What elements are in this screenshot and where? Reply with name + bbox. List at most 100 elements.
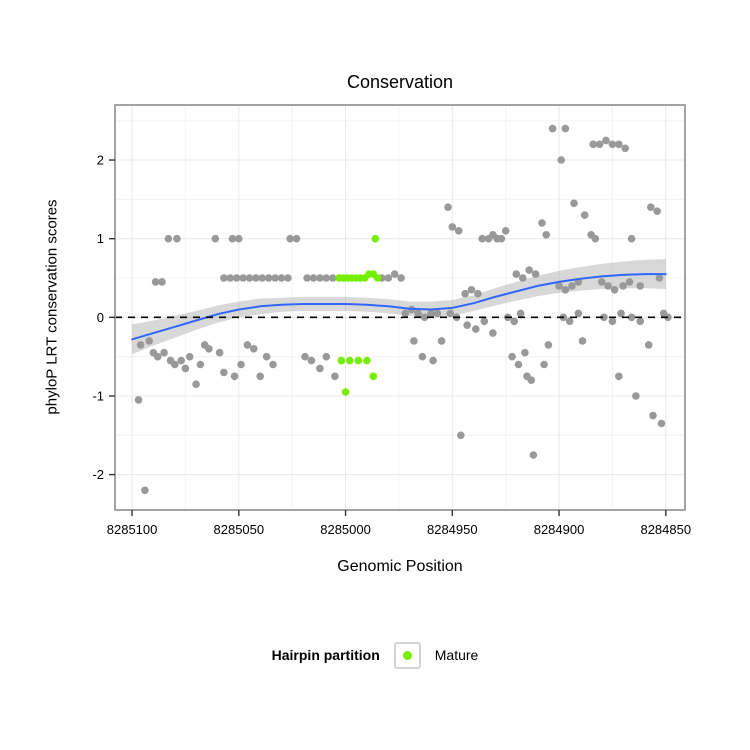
data-point-other xyxy=(262,352,271,361)
data-point-other xyxy=(625,278,634,286)
data-point-other xyxy=(540,360,548,369)
data-point-other xyxy=(489,329,497,337)
data-point-other xyxy=(649,411,657,420)
data-point-other xyxy=(220,368,228,377)
data-point-mature xyxy=(371,234,380,243)
data-point-other xyxy=(597,278,606,286)
mature-point-icon xyxy=(402,650,412,660)
smooth-line xyxy=(131,273,667,341)
data-point-other xyxy=(446,309,455,318)
data-point-other xyxy=(309,274,318,282)
data-point-other xyxy=(644,341,653,349)
data-point-other xyxy=(301,352,309,361)
data-point-other xyxy=(521,348,529,357)
data-point-other xyxy=(153,352,162,361)
data-point-other xyxy=(277,274,286,282)
data-point-other xyxy=(258,274,267,282)
data-point-other xyxy=(284,274,292,282)
data-point-other xyxy=(561,124,570,133)
data-point-other xyxy=(510,317,518,326)
data-point-other xyxy=(463,321,472,330)
data-point-other xyxy=(322,274,331,282)
data-point-other xyxy=(615,140,623,149)
data-point-other xyxy=(508,352,516,361)
data-point-other xyxy=(164,234,173,243)
data-point-other xyxy=(228,234,237,243)
data-point-other xyxy=(542,231,550,239)
data-point-other xyxy=(141,486,149,495)
data-point-other xyxy=(329,274,337,282)
data-point-other xyxy=(570,199,578,208)
data-point-other xyxy=(215,348,224,357)
data-point-other xyxy=(192,380,200,389)
data-point-other xyxy=(538,219,546,227)
data-point-other xyxy=(608,140,617,149)
data-point-other xyxy=(467,286,476,294)
data-point-mature xyxy=(363,356,371,365)
data-point-other xyxy=(196,360,205,369)
data-point-other xyxy=(418,352,427,361)
data-point-other xyxy=(316,274,324,282)
data-point-other xyxy=(269,360,277,369)
data-point-other xyxy=(595,140,604,149)
data-point-other xyxy=(232,274,241,282)
data-point-other xyxy=(555,282,563,290)
data-point-other xyxy=(331,372,339,381)
data-point-other xyxy=(565,317,574,326)
data-point-mature xyxy=(346,356,354,365)
data-point-other xyxy=(589,140,597,149)
x-tick-label: 8284850 xyxy=(640,522,691,537)
data-point-other xyxy=(245,274,254,282)
data-point-other xyxy=(548,124,557,133)
data-point-other xyxy=(205,345,213,353)
data-point-mature xyxy=(354,356,363,365)
data-point-other xyxy=(286,234,294,243)
data-point-other xyxy=(580,211,589,219)
data-point-other xyxy=(544,341,553,349)
x-axis-label: Genomic Position xyxy=(337,558,463,575)
data-point-other xyxy=(557,156,565,164)
data-point-other xyxy=(448,223,457,231)
data-point-other xyxy=(621,144,629,153)
data-point-other xyxy=(256,372,265,381)
data-point-mature xyxy=(337,356,346,365)
data-point-other xyxy=(427,309,435,318)
y-tick-label: -1 xyxy=(92,388,104,403)
data-point-other xyxy=(303,274,311,282)
data-point-mature xyxy=(341,388,350,396)
data-point-other xyxy=(531,270,540,278)
legend-key xyxy=(393,641,421,669)
data-point-other xyxy=(627,234,636,243)
data-point-other xyxy=(512,270,521,278)
data-point-other xyxy=(235,234,243,243)
x-tick-label: 8285050 xyxy=(214,522,265,537)
data-point-other xyxy=(457,431,465,440)
data-point-other xyxy=(211,234,220,243)
data-point-other xyxy=(158,278,166,286)
chart-title: Conservation xyxy=(346,72,454,92)
data-point-other xyxy=(237,360,245,369)
data-point-other xyxy=(250,345,258,353)
data-point-other xyxy=(480,317,489,326)
data-point-other xyxy=(608,317,617,326)
data-point-other xyxy=(632,392,640,400)
data-point-other xyxy=(429,356,437,365)
legend: Hairpin partition Mature xyxy=(0,638,750,672)
data-point-mature xyxy=(369,372,378,381)
data-point-other xyxy=(145,337,153,345)
data-point-other xyxy=(384,274,393,282)
data-point-other xyxy=(264,274,273,282)
x-tick-label: 8284900 xyxy=(534,522,585,537)
x-tick-label: 8284950 xyxy=(427,522,478,537)
data-point-other xyxy=(252,274,260,282)
data-point-other xyxy=(497,234,506,243)
y-tick-label: 2 xyxy=(97,153,104,168)
data-point-other xyxy=(617,309,625,318)
panel-border xyxy=(114,104,686,511)
data-point-other xyxy=(600,313,608,322)
data-point-other xyxy=(627,313,636,322)
data-point-other xyxy=(134,396,143,404)
data-point-other xyxy=(243,341,252,349)
y-tick-label: -2 xyxy=(92,467,104,482)
